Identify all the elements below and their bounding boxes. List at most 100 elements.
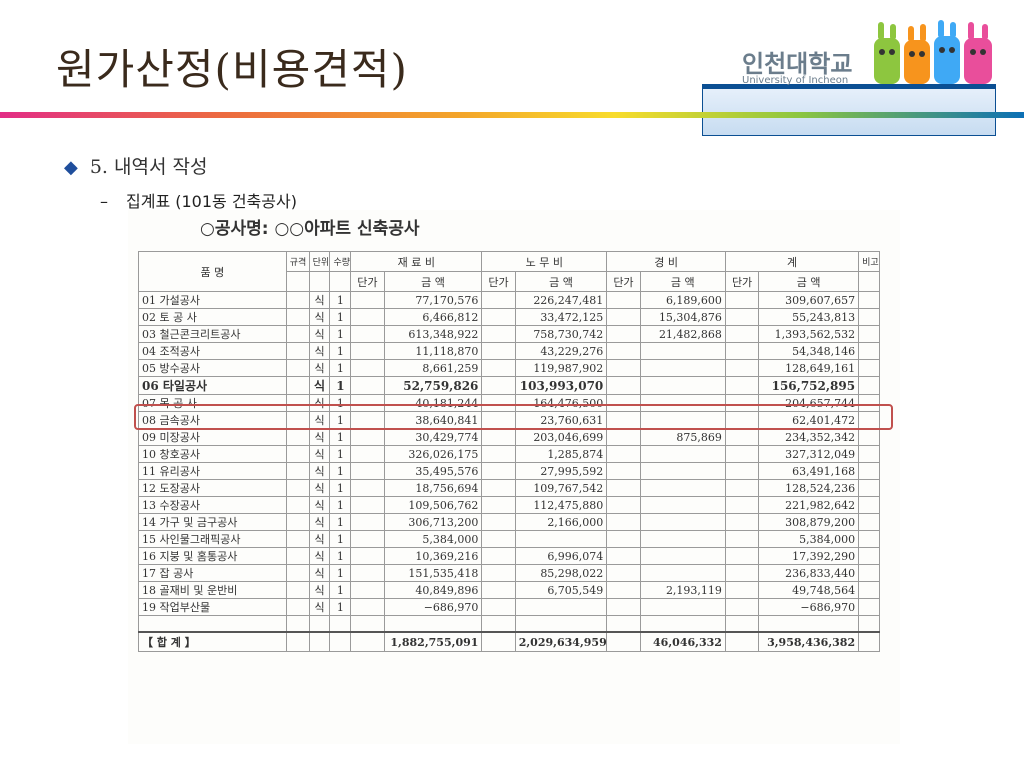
- project-title: ○공사명: ○○아파트 신축공사: [200, 219, 420, 239]
- cell-lab: 109,767,542: [514, 479, 608, 497]
- total-label: 【 합 계 】: [138, 631, 287, 653]
- cell-unit: 식: [308, 291, 331, 309]
- cell-mat: [383, 615, 483, 633]
- cell-lab: 112,475,880: [514, 496, 608, 514]
- total-sum: 3,958,436,382: [758, 631, 860, 653]
- cell-tot: 128,524,236: [758, 479, 860, 497]
- cell-qty: 1: [329, 359, 352, 377]
- cell-lab: 43,229,276: [514, 342, 608, 360]
- cell-name: 03 철근콘크리트공사: [138, 325, 287, 343]
- table-row: [138, 615, 880, 633]
- cell-qty: 1: [329, 342, 352, 360]
- table-body: 01 가설공사 식 1 77,170,576 226,247,481 6,189,600 3…: [138, 291, 880, 633]
- cell-tot: 54,348,146: [758, 342, 860, 360]
- cell-mat: 10,369,216: [383, 547, 483, 565]
- cell-tot: 156,752,895: [758, 376, 860, 395]
- cell-lab: 2,166,000: [514, 513, 608, 531]
- cell-exp: [639, 615, 726, 633]
- cell-tot: 308,879,200: [758, 513, 860, 531]
- cell-unit: 식: [308, 496, 331, 514]
- cell-unit: 식: [308, 342, 331, 360]
- cell-name: 11 유리공사: [138, 462, 287, 480]
- cell-qty: 1: [329, 496, 352, 514]
- cell-tot: 62,401,472: [758, 411, 860, 429]
- header-row-2: 단가 금 액 단가 금 액 단가 금 액 단가 금 액: [139, 271, 880, 292]
- cell-mat: 30,429,774: [383, 428, 483, 446]
- cell-exp: [639, 564, 726, 582]
- cell-name: 15 사인물그래픽공사: [138, 530, 287, 548]
- cell-name: 05 방수공사: [138, 359, 287, 377]
- logo-banner: [702, 84, 996, 136]
- cell-mat: 40,849,896: [383, 581, 483, 599]
- cell-unit: 식: [308, 564, 331, 582]
- cell-qty: 1: [329, 376, 352, 395]
- table-row: 18 골재비 및 운반비 식 1 40,849,896 6,705,549 2,193,1…: [138, 581, 880, 599]
- cell-name: 12 도장공사: [138, 479, 287, 497]
- table-row: 10 창호공사 식 1 326,026,175 1,285,874 327,312,049: [138, 445, 880, 463]
- cell-tot: 327,312,049: [758, 445, 860, 463]
- cell-unit: 식: [308, 479, 331, 497]
- cell-qty: 1: [329, 428, 352, 446]
- table-row: 12 도장공사 식 1 18,756,694 109,767,542 128,524,23…: [138, 479, 880, 497]
- cell-tot: 128,649,161: [758, 359, 860, 377]
- cell-mat: 5,384,000: [383, 530, 483, 548]
- total-expense: 46,046,332: [639, 631, 726, 653]
- cell-exp: [639, 513, 726, 531]
- table-row: 16 지붕 및 홈통공사 식 1 10,369,216 6,996,074 17,392,…: [138, 547, 880, 565]
- sub-unit-price: 단가: [481, 271, 516, 292]
- cell-lab: [514, 530, 608, 548]
- cell-qty: 1: [329, 547, 352, 565]
- cell-unit: 식: [308, 462, 331, 480]
- cell-mat: 77,170,576: [383, 291, 483, 309]
- cell-exp: 875,869: [639, 428, 726, 446]
- diamond-bullet-icon: ◆: [64, 157, 78, 178]
- cell-unit: 식: [308, 359, 331, 377]
- cell-qty: 1: [329, 581, 352, 599]
- table-row: 08 금속공사 식 1 38,640,841 23,760,631 62,401,472: [138, 411, 880, 429]
- cell-lab: [514, 598, 608, 616]
- sub-amount: 금 액: [514, 271, 608, 292]
- cell-tot: −686,970: [758, 598, 860, 616]
- sub-bullet-text: 집계표 (101동 건축공사): [126, 192, 297, 211]
- cell-mat: −686,970: [383, 598, 483, 616]
- cell-exp: 21,482,868: [639, 325, 726, 343]
- cell-name: 08 금속공사: [138, 411, 287, 429]
- sub-unit-price: 단가: [724, 271, 760, 292]
- cell-unit: 식: [308, 547, 331, 565]
- cell-lab: 119,987,902: [514, 359, 608, 377]
- cell-mat: 11,118,870: [383, 342, 483, 360]
- sub-amount: 금 액: [383, 271, 483, 292]
- cell-unit: 식: [308, 376, 331, 395]
- cell-tot: 234,352,342: [758, 428, 860, 446]
- table-row: 19 작업부산물 식 1 −686,970 −686,970: [138, 598, 880, 616]
- cell-name: 14 가구 및 금구공사: [138, 513, 287, 531]
- slide-title: 원가산정(비용견적): [56, 45, 408, 94]
- col-item: 품 명: [138, 251, 287, 292]
- cell-qty: 1: [329, 530, 352, 548]
- cell-lab: 1,285,874: [514, 445, 608, 463]
- table-row: 02 토 공 사 식 1 6,466,812 33,472,125 15,304,876 5…: [138, 308, 880, 326]
- cell-tot: 5,384,000: [758, 530, 860, 548]
- cell-name: 01 가설공사: [138, 291, 287, 309]
- cell-lab: 6,705,549: [514, 581, 608, 599]
- cell-lab: 33,472,125: [514, 308, 608, 326]
- cell-name: 04 조적공사: [138, 342, 287, 360]
- cell-name: 13 수장공사: [138, 496, 287, 514]
- col-unit: 단위: [308, 251, 331, 272]
- cell-lab: [514, 615, 608, 633]
- cell-exp: [639, 496, 726, 514]
- cell-lab: 226,247,481: [514, 291, 608, 309]
- cell-name: 06 타일공사: [138, 376, 287, 395]
- sub-bullet-item: – 집계표 (101동 건축공사): [100, 188, 297, 212]
- cell-tot: 17,392,290: [758, 547, 860, 565]
- cell-name: [138, 615, 287, 633]
- cell-mat: 52,759,826: [383, 376, 483, 395]
- cell-unit: 식: [308, 513, 331, 531]
- cell-lab: 85,298,022: [514, 564, 608, 582]
- highlight-box: [134, 404, 893, 430]
- table-row: 11 유리공사 식 1 35,495,576 27,995,592 63,491,168: [138, 462, 880, 480]
- cell-lab: 23,760,631: [514, 411, 608, 429]
- cell-unit: 식: [308, 445, 331, 463]
- cell-tot: [758, 615, 860, 633]
- cell-unit: 식: [308, 428, 331, 446]
